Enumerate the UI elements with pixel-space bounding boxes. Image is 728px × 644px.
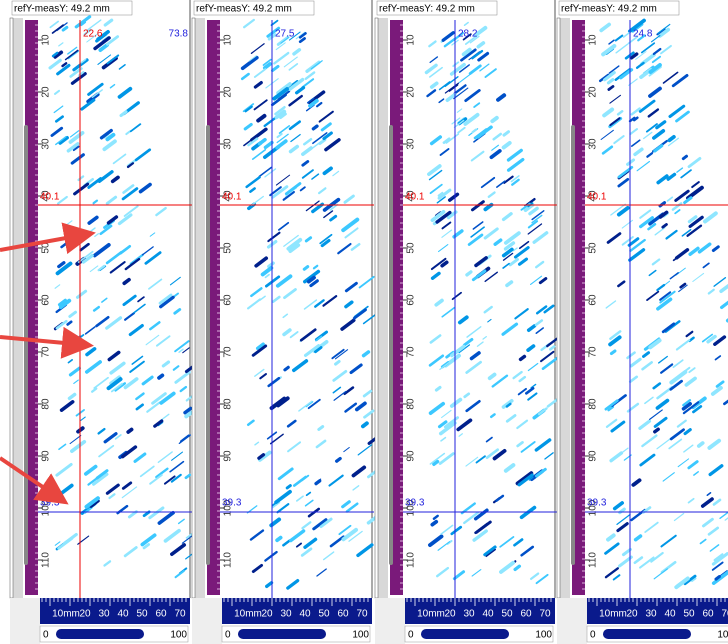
scan-echo [304,267,307,270]
scan-label: 20 [261,609,273,620]
scan-label: 50 [136,609,148,620]
scan-echo [699,443,703,446]
scan-panel: refY-measY: 49.2 mm102030405060708090100… [192,0,380,644]
scan-echo [287,486,290,488]
screen: refY-measY: 49.2 mm102030405060708090100… [0,0,728,644]
scan-echo [336,361,340,364]
scroll-max: 100 [717,630,728,641]
scan-label: 40 [664,609,676,620]
bottom-gray [192,598,222,644]
scan-panel: refY-measY: 49.2 mm102030405060708090100… [557,0,728,644]
ref-label: 40.1 [40,192,60,203]
scan-echo [316,481,320,484]
scan-echo [337,459,340,462]
scan-label: 50 [683,609,695,620]
scan-label: 10mm [234,609,262,620]
scroll-thumb [238,629,326,639]
cursor-label: 24.8 [633,29,653,40]
bottom-gray [557,598,587,644]
left-strip-edge [557,18,560,598]
header-text: refY-measY: 49.2 mm [379,4,475,15]
scan-echo [611,351,614,354]
scan-echo [432,522,436,525]
left-strip-edge [375,18,378,598]
ref-label: 40.1 [405,192,425,203]
scan-echo [434,462,438,465]
scan-label: 40 [299,609,311,620]
scan-label: 10mm [52,609,80,620]
scroll-min: 0 [43,630,49,641]
header-text: refY-measY: 49.2 mm [196,4,292,15]
scan-label: 30 [645,609,657,620]
scan-label: 20 [79,609,91,620]
cursor-label: 22.6 [83,29,103,40]
scan-label: 70 [174,609,186,620]
scan-echo [128,430,131,433]
header-text: refY-measY: 49.2 mm [14,4,110,15]
scan-echo [683,156,686,158]
scroll-min: 0 [590,630,596,641]
scan-echo [655,429,658,432]
max-label: 73.8 [169,29,189,40]
scroll-max: 100 [352,630,369,641]
scan-echo [669,137,673,140]
scan-label: 20 [626,609,638,620]
header-text: refY-measY: 49.2 mm [561,4,657,15]
scan-label: 70 [721,609,728,620]
scan-label: 60 [155,609,167,620]
scan-panel: refY-measY: 49.2 mm102030405060708090100… [10,0,198,644]
ref-label: 40.1 [222,192,242,203]
ref-label: 40.1 [587,192,607,203]
bottom-gray [10,598,40,644]
scroll-max: 100 [170,630,187,641]
left-strip-edge [192,18,195,598]
ruler-thumb [571,125,575,565]
scan-label: 40 [117,609,129,620]
meas-label: 39.3 [40,498,60,509]
scan-label: 30 [280,609,292,620]
scan-echo [313,126,317,129]
cursor-label: 27.5 [275,29,295,40]
scroll-thumb [603,629,691,639]
scroll-max: 100 [535,630,552,641]
scan-label: 50 [318,609,330,620]
scan-label: 10mm [599,609,627,620]
scan-label: 10mm [417,609,445,620]
cursor-label: 28.2 [458,29,478,40]
scan-label: 40 [482,609,494,620]
scan-label: 70 [539,609,551,620]
scan-label: 30 [98,609,110,620]
scan-label: 30 [463,609,475,620]
scan-label: 50 [501,609,513,620]
scroll-min: 0 [408,630,414,641]
scroll-thumb [56,629,144,639]
scroll-thumb [421,629,509,639]
scan-echo [716,577,719,579]
ruler-thumb [24,125,28,565]
scan-echo [277,538,281,541]
scan-label: 20 [444,609,456,620]
scan-echo [159,375,162,378]
ruler-thumb [206,125,210,565]
scan-label: 60 [702,609,714,620]
scan-panel: refY-measY: 49.2 mm102030405060708090100… [375,0,560,644]
ruler-thumb [389,125,393,565]
meas-label: 39.3 [405,498,425,509]
scan-echo [285,367,288,369]
scan-echo [521,357,525,360]
scan-label: 60 [337,609,349,620]
left-strip-edge [10,18,13,598]
scroll-min: 0 [225,630,231,641]
scan-label: 70 [356,609,368,620]
meas-label: 39.3 [587,498,607,509]
scan-label: 60 [520,609,532,620]
scan-echo [492,118,496,121]
bottom-gray [375,598,405,644]
meas-label: 39.3 [222,498,242,509]
scan-echo [363,423,367,426]
